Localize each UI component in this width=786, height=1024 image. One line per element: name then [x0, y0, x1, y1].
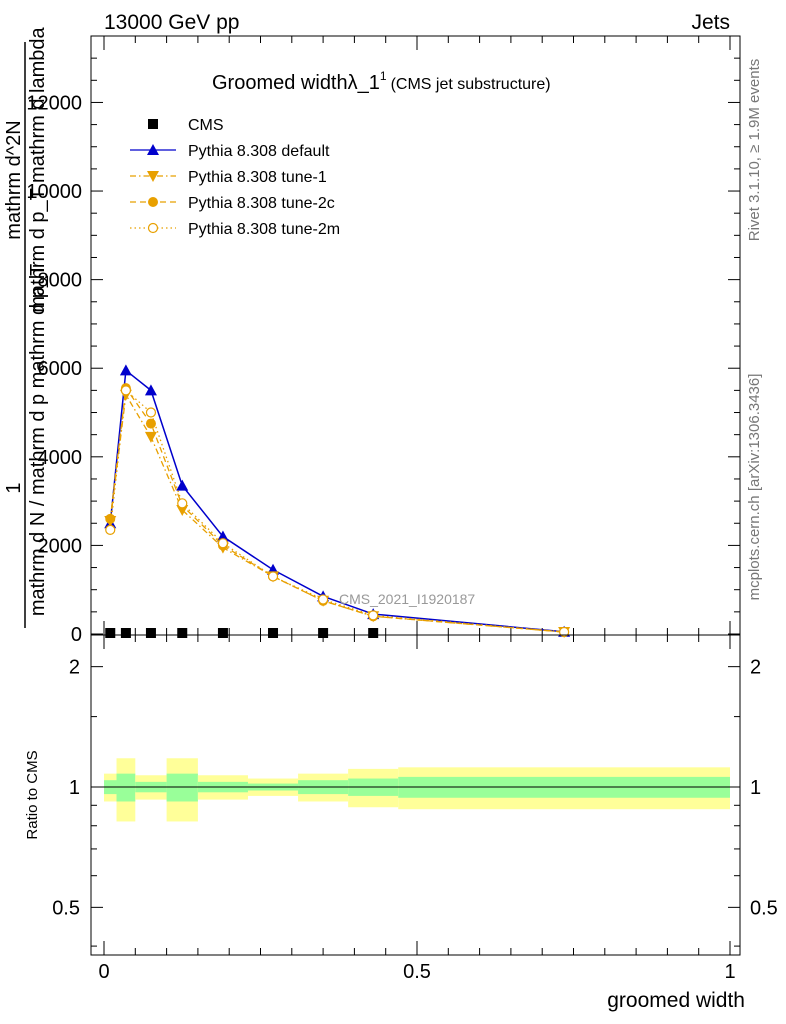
data-point	[268, 628, 279, 638]
data-point	[120, 628, 131, 638]
x-tick-label: 0	[98, 961, 109, 983]
data-point	[368, 628, 379, 638]
data-point	[105, 628, 116, 638]
legend-entry-label: Pythia 8.308 tune-1	[188, 169, 327, 186]
main-y-tick-label: 0	[71, 624, 82, 646]
ratio-y-tick-label-left: 1	[69, 777, 80, 799]
legend-entry-label: Pythia 8.308 tune-2c	[188, 195, 335, 212]
data-point	[216, 530, 229, 542]
analysis-watermark: CMS_2021_I1920187	[339, 591, 475, 607]
main-y-tick-label: 6000	[38, 358, 83, 380]
data-point	[217, 538, 229, 549]
data-point	[176, 479, 189, 491]
data-point	[145, 418, 156, 429]
data-point	[559, 626, 570, 638]
data-point	[217, 628, 228, 638]
data-point	[368, 610, 379, 621]
ratio-panel-frame	[90, 634, 741, 956]
series-circle-open	[105, 385, 570, 638]
ratio-bands-layer	[104, 758, 730, 822]
data-point	[119, 364, 132, 376]
x-tick-label: 0.5	[403, 961, 431, 983]
data-point	[144, 384, 157, 396]
series-triangle-up	[104, 364, 571, 637]
main-y-tick-label: 12000	[26, 92, 82, 114]
data-point	[145, 407, 157, 418]
header-right-label: Jets	[691, 11, 730, 34]
ratio-inner-band	[166, 773, 198, 802]
x-tick-labels: 0 0.5 1	[98, 961, 735, 983]
header-left-label: 13000 GeV pp	[104, 11, 239, 34]
main-y-tick-labels: 0 2000 4000 6000 8000 10000 12000	[26, 92, 82, 646]
ratio-y-tick-label-left: 0.5	[52, 897, 80, 919]
legend-entry-label: Pythia 8.308 default	[188, 143, 330, 160]
ylabel-top: mathrm d^2N	[3, 120, 25, 239]
ratio-y-axis-label: Ratio to CMS	[24, 750, 41, 839]
x-axis-label: groomed width	[607, 989, 745, 1012]
ratio-y-tick-label-left: 2	[69, 657, 80, 679]
legend-marker	[148, 197, 158, 207]
main-axis-ticks	[91, 35, 740, 635]
series-line	[109, 389, 565, 633]
ylabel-mid: mathrm d p_T mathrm d lambda	[27, 26, 49, 312]
mcplots-label: mcplots.cern.ch [arXiv:1306.3436]	[746, 374, 763, 601]
data-point	[177, 628, 188, 638]
x-tick-label: 1	[724, 961, 735, 983]
data-point	[145, 628, 156, 638]
chart-title: Groomed widthλ_11 (CMS jet substructure)	[212, 69, 551, 94]
legend-marker	[147, 171, 159, 182]
legend-entry-label: CMS	[188, 117, 224, 134]
data-point	[318, 594, 329, 605]
ylabel-denominator: mathrm d N / mathrm d p mathrm d p_T	[27, 264, 49, 616]
series-line	[109, 386, 565, 633]
data-point	[144, 431, 157, 443]
legend-marker	[147, 144, 159, 155]
ratio-y-tick-label-right: 2	[750, 657, 761, 679]
data-point	[120, 385, 132, 396]
data-point	[267, 571, 279, 582]
legend-entry-label: Pythia 8.308 tune-2m	[188, 221, 340, 238]
main-y-tick-label: 4000	[38, 447, 83, 469]
ylabel-numerator: 1	[3, 482, 25, 493]
ratio-y-tick-label-right: 1	[750, 777, 761, 799]
legend-marker	[147, 222, 159, 234]
ratio-inner-band	[116, 773, 136, 802]
legend-marker	[148, 119, 158, 129]
main-y-axis-label: 1 mathrm d N / mathrm d p mathrm d p_T m…	[3, 26, 49, 628]
legend: CMS Pythia 8.308 default Pythia 8.308 tune…	[130, 117, 340, 238]
data-point	[105, 513, 116, 524]
main-y-tick-label: 2000	[38, 535, 83, 557]
main-series-layer	[104, 364, 571, 639]
series-square	[105, 628, 379, 638]
series-circle-filled	[105, 383, 570, 638]
rivet-version-label: Rivet 3.1.10, ≥ 1.9M events	[746, 59, 763, 242]
ratio-y-tick-label-right: 0.5	[750, 897, 778, 919]
series-line	[109, 392, 565, 633]
main-y-tick-label: 8000	[38, 270, 83, 292]
ratio-y-tick-labels: 0.5 0.5 1 1 2 2	[52, 657, 778, 920]
main-y-tick-label: 10000	[26, 181, 82, 203]
data-point	[318, 628, 329, 638]
data-point	[105, 524, 116, 536]
ratio-axis-ticks	[91, 635, 740, 955]
data-point	[177, 498, 188, 509]
